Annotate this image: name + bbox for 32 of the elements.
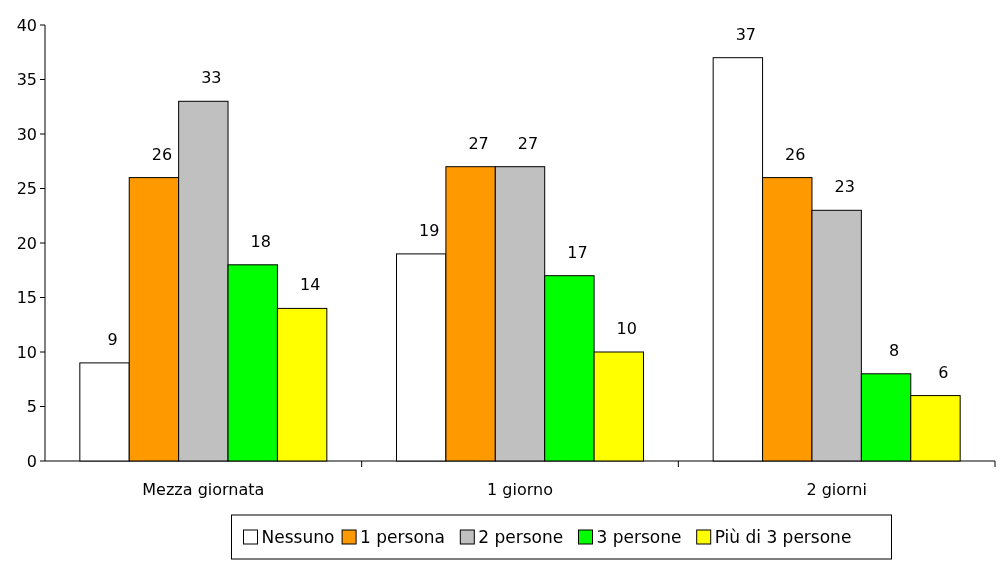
data-label: 27: [468, 133, 489, 153]
data-label: 33: [201, 68, 222, 88]
y-tick-label: 25: [16, 179, 37, 199]
y-tick-label: 10: [16, 342, 37, 362]
legend-label: Nessuno: [261, 526, 335, 547]
y-tick-label: 35: [16, 70, 37, 90]
x-tick-label: Mezza giornata: [142, 480, 265, 499]
y-tick-label: 0: [26, 451, 37, 471]
data-label: 26: [785, 144, 806, 164]
x-tick-label: 2 giorni: [806, 480, 867, 499]
y-tick-label: 15: [16, 288, 37, 308]
data-label: 14: [299, 275, 321, 295]
data-label: 10: [616, 319, 637, 338]
legend-label: 3 persone: [596, 526, 682, 547]
data-label: 37: [735, 24, 757, 44]
data-label: 6: [938, 362, 949, 382]
data-label: 17: [567, 242, 588, 262]
data-label: 26: [151, 144, 173, 164]
y-tick-label: 20: [16, 233, 37, 253]
data-label: 8: [888, 340, 900, 360]
data-label: 27: [517, 133, 539, 153]
y-tick-label: 40: [16, 15, 37, 35]
data-label: 23: [834, 177, 855, 197]
data-label: 18: [250, 231, 271, 251]
x-tick-label: 1 giorno: [487, 480, 553, 499]
y-tick-label: 5: [26, 397, 37, 417]
legend-label: 2 persone: [478, 526, 564, 547]
data-label: 9: [107, 329, 118, 349]
legend-label: 1 persona: [360, 526, 446, 547]
y-tick-label: 30: [16, 124, 37, 144]
legend-label: Più di 3 persone: [714, 526, 852, 547]
data-label: 19: [419, 220, 440, 240]
